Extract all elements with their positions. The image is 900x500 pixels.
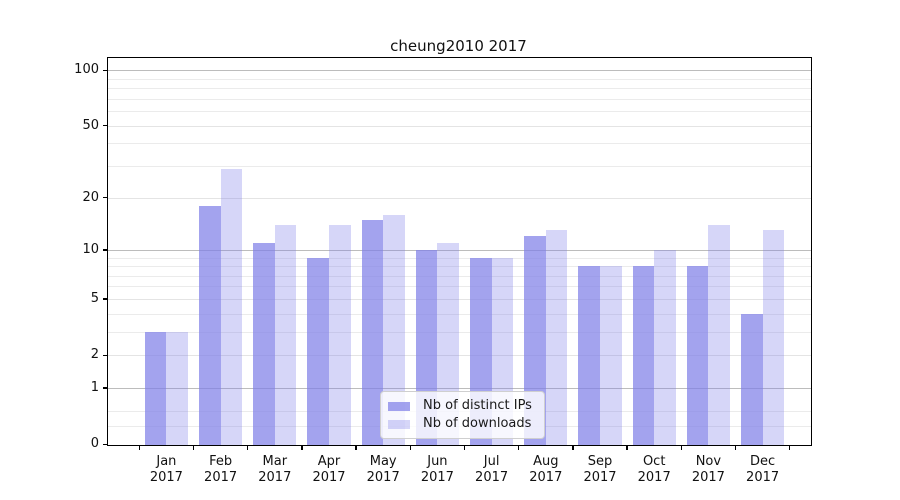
bar-downloads <box>329 224 351 445</box>
legend-swatch-distinct-ips <box>388 401 410 411</box>
y-tick-label: 10 <box>82 241 99 257</box>
bar-downloads <box>600 266 622 445</box>
gridline <box>108 197 811 199</box>
gridline <box>108 355 811 356</box>
bar-distinct-ips <box>253 242 275 445</box>
bar-downloads <box>545 230 568 445</box>
y-tick-label: 5 <box>90 290 99 306</box>
x-tick-mark <box>192 446 195 451</box>
bar-distinct-ips <box>198 205 221 445</box>
gridline-minor <box>108 111 811 113</box>
x-tick-label: Sep 2017 <box>583 454 617 485</box>
x-tick-mark <box>734 446 737 451</box>
y-tick-mark <box>102 69 107 72</box>
legend-item-downloads: Nb of downloads <box>388 415 536 433</box>
x-tick-mark <box>247 446 249 451</box>
y-tick-label: 1 <box>90 379 99 395</box>
x-tick-label: Jun 2017 <box>420 454 454 485</box>
bar-downloads <box>708 224 731 445</box>
x-tick-mark <box>789 446 791 451</box>
gridline-minor <box>108 88 811 90</box>
bar-distinct-ips <box>740 313 763 445</box>
plot-area: Nb of distinct IPs Nb of downloads 0 1 2 5 1… <box>74 57 812 485</box>
x-tick-mark <box>680 446 682 451</box>
y-tick-label: 20 <box>82 189 99 205</box>
x-tick-label: Feb 2017 <box>204 454 238 485</box>
x-tick-mark <box>355 446 357 451</box>
bar-distinct-ips <box>686 266 709 445</box>
gridline-minor <box>108 331 811 333</box>
legend: Nb of distinct IPs Nb of downloads <box>380 391 545 439</box>
gridline-major <box>108 70 811 72</box>
x-tick-label: Dec 2017 <box>746 454 780 485</box>
bar-distinct-ips <box>144 331 167 445</box>
x-tick-mark <box>463 446 466 451</box>
y-tick-label: 0 <box>90 436 99 451</box>
y-tick-mark <box>102 125 107 127</box>
legend-swatch-downloads <box>388 419 410 429</box>
x-tick-label: Aug 2017 <box>529 454 563 485</box>
y-tick-mark <box>102 354 107 356</box>
gridline-minor <box>108 286 811 288</box>
bar-downloads <box>654 249 676 445</box>
bar-downloads <box>274 224 297 445</box>
x-tick-label: Oct 2017 <box>637 454 671 485</box>
x-tick-label: Mar 2017 <box>258 454 292 485</box>
y-tick-mark <box>102 298 107 300</box>
x-tick-mark <box>301 446 303 451</box>
legend-item-distinct-ips: Nb of distinct IPs <box>388 397 536 415</box>
y-tick-mark <box>102 197 107 199</box>
gridline-minor <box>108 166 811 167</box>
gridline-major <box>108 387 811 389</box>
x-tick-mark <box>518 446 520 451</box>
y-tick-label: 50 <box>82 117 99 133</box>
gridline-minor <box>108 313 811 315</box>
bar-distinct-ips <box>632 266 655 445</box>
x-tick-label: Nov 2017 <box>691 454 725 485</box>
y-tick-mark <box>102 443 107 445</box>
gridline-minor <box>108 275 811 277</box>
x-tick-label: May 2017 <box>366 454 400 485</box>
chart-title: cheung2010 2017 <box>390 37 527 55</box>
y-tick-label: 100 <box>74 62 99 78</box>
bar-distinct-ips <box>361 219 384 445</box>
x-tick-mark <box>626 446 628 451</box>
legend-label-distinct-ips: Nb of distinct IPs <box>423 398 532 413</box>
gridline-minor <box>108 143 811 145</box>
x-tick-mark <box>138 446 140 451</box>
y-tick-label: 2 <box>90 347 99 362</box>
x-tick-label: Jan 2017 <box>149 454 183 485</box>
gridline <box>108 298 811 300</box>
bar-downloads <box>220 168 243 445</box>
gridline-minor <box>108 266 811 268</box>
gridline-minor <box>108 257 811 259</box>
y-tick-mark <box>102 387 107 389</box>
bar-downloads <box>383 214 405 445</box>
bar-downloads <box>166 331 189 445</box>
bar-distinct-ips <box>307 257 329 445</box>
x-tick-label: Jul 2017 <box>475 454 509 485</box>
gridline <box>108 125 811 127</box>
bar-downloads <box>762 230 785 445</box>
y-tick-mark <box>102 249 107 251</box>
x-tick-mark <box>572 446 574 451</box>
legend-label-downloads: Nb of downloads <box>423 416 532 431</box>
gridline-major <box>108 249 811 251</box>
bar-distinct-ips <box>578 266 600 445</box>
x-tick-label: Apr 2017 <box>312 454 346 485</box>
gridline-minor <box>108 98 811 100</box>
x-tick-mark <box>409 446 411 451</box>
gridline-minor <box>108 78 811 80</box>
